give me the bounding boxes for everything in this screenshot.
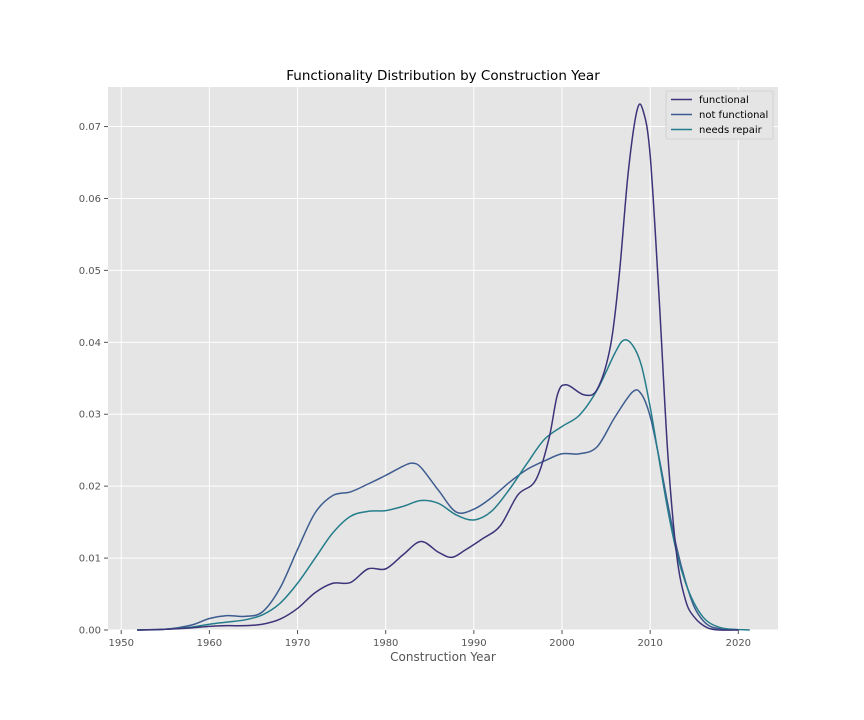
x-tick-label: 1970	[285, 638, 310, 649]
series-line-needs-repair	[137, 339, 750, 631]
x-tick-label: 1950	[108, 638, 133, 649]
y-gridlines	[108, 126, 778, 631]
plot-area	[108, 87, 778, 630]
series-line-functional	[137, 103, 739, 631]
y-tick-label: 0.01	[79, 554, 101, 565]
y-tick-label: 0.03	[79, 410, 101, 421]
chart-title: Functionality Distribution by Constructi…	[286, 68, 600, 84]
y-tick-label: 0.06	[79, 194, 101, 205]
x-tick-label: 2010	[637, 638, 662, 649]
series-line-not-functional	[137, 389, 739, 631]
x-tick-label: 1980	[373, 638, 398, 649]
legend-label-needs-repair: needs repair	[699, 125, 763, 136]
y-tick-label: 0.04	[79, 338, 101, 349]
legend: functional not functional needs repair	[665, 90, 774, 140]
x-axis-ticks: 1950 1960 1970 1980 1990 2000 2010 2020	[108, 630, 751, 649]
y-tick-label: 0.02	[79, 482, 101, 493]
y-tick-label: 0.00	[79, 626, 101, 637]
legend-box	[665, 90, 774, 140]
legend-label-not-functional: not functional	[699, 110, 768, 121]
y-tick-label: 0.07	[79, 122, 101, 133]
y-tick-label: 0.05	[79, 266, 101, 277]
x-tick-label: 2020	[726, 638, 751, 649]
series-lines	[137, 103, 750, 631]
x-tick-label: 1990	[461, 638, 486, 649]
x-tick-label: 1960	[197, 638, 222, 649]
legend-label-functional: functional	[699, 95, 749, 106]
x-gridlines	[120, 87, 739, 630]
x-tick-label: 2000	[549, 638, 574, 649]
y-axis-ticks: 0.00 0.01 0.02 0.03 0.04 0.05 0.06 0.07	[79, 122, 108, 637]
x-axis-label: Construction Year	[390, 650, 496, 664]
